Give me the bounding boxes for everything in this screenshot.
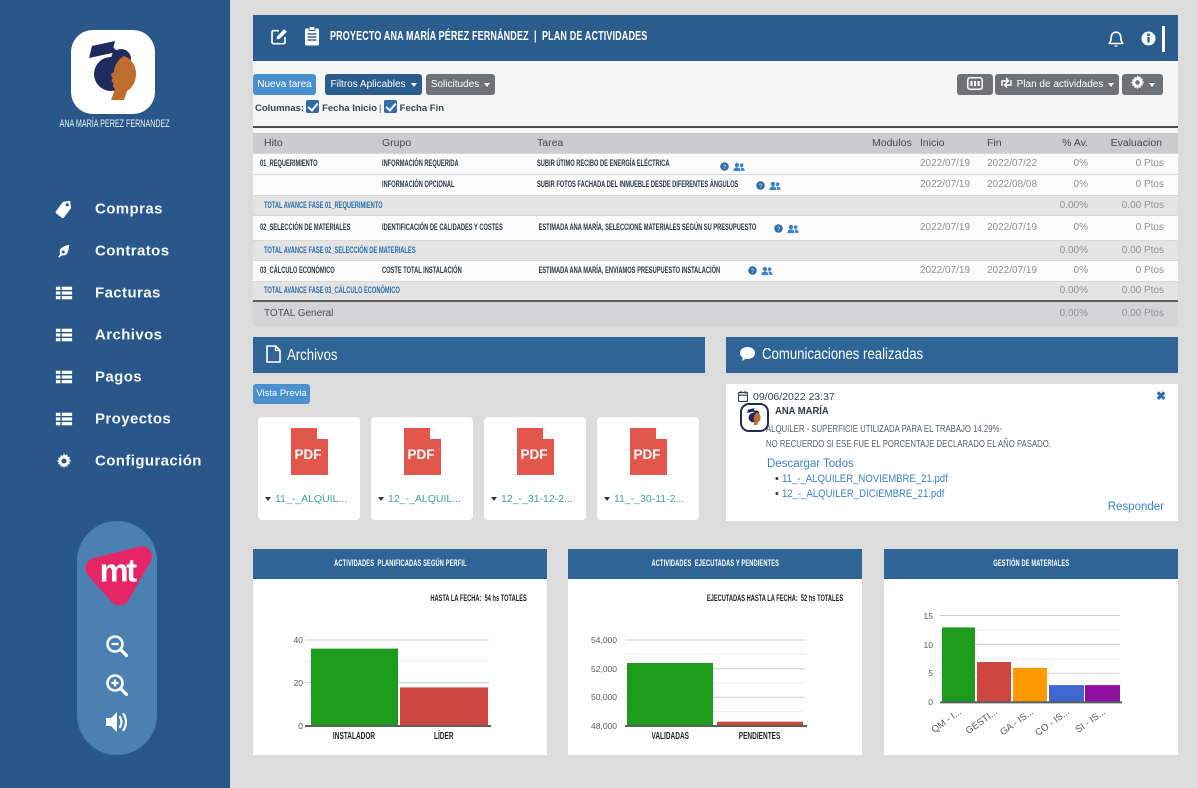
svg-text:PDF: PDF bbox=[408, 447, 435, 462]
svg-text:GA - IS...: GA - IS... bbox=[998, 707, 1036, 739]
svg-text:SI - IS...: SI - IS... bbox=[1074, 707, 1108, 736]
svg-text:GESTI...: GESTI... bbox=[964, 707, 1000, 737]
svg-text:?: ? bbox=[776, 226, 780, 233]
svg-text:?: ? bbox=[750, 268, 754, 275]
svg-text:QM - I...: QM - I... bbox=[930, 707, 964, 736]
svg-text:PDF: PDF bbox=[295, 447, 322, 462]
svg-text:PDF: PDF bbox=[521, 447, 548, 462]
svg-text:?: ? bbox=[722, 164, 726, 171]
svg-text:?: ? bbox=[758, 183, 762, 190]
svg-text:CO - IS...: CO - IS... bbox=[1033, 707, 1071, 739]
svg-text:PDF: PDF bbox=[634, 447, 661, 462]
svg-text:mt: mt bbox=[100, 553, 138, 589]
